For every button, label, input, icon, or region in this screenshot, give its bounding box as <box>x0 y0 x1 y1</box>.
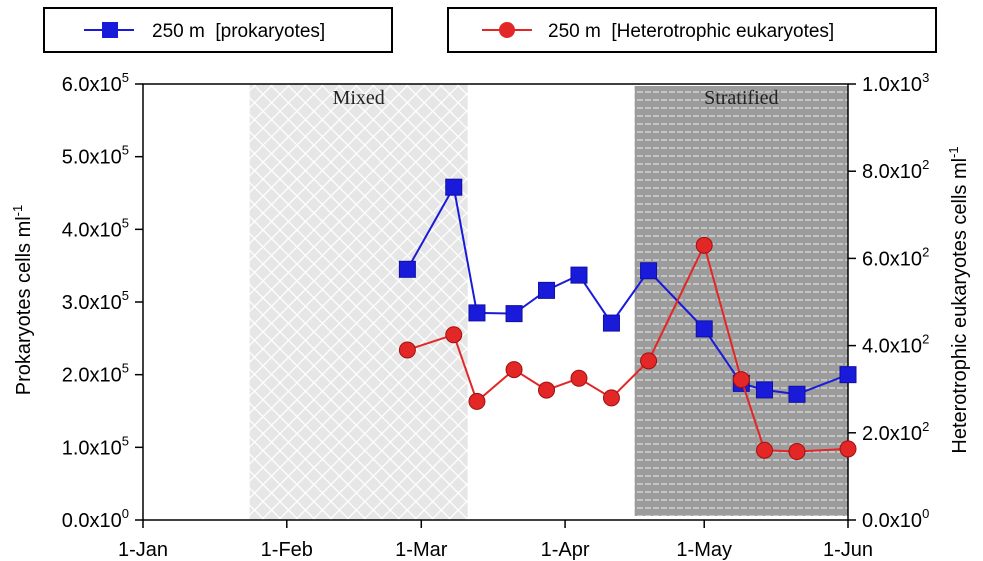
data-point-circle <box>505 361 523 379</box>
legend-marker-prokaryotes <box>102 22 118 38</box>
data-point-circle <box>602 389 620 407</box>
y-tick-label: 1.0x105 <box>62 433 129 459</box>
data-point-circle <box>468 392 486 410</box>
data-point-square <box>756 381 774 399</box>
data-point-square <box>602 314 620 332</box>
x-tick-label: 1-Jan <box>118 539 168 561</box>
data-point-square <box>538 281 556 299</box>
y-axis-left-title-text: Prokaryotes cells ml <box>13 216 35 395</box>
data-point-circle <box>398 341 416 359</box>
x-tick-label: 1-Jun <box>823 539 873 561</box>
data-point-circle <box>695 236 713 254</box>
period-label-mixed: Mixed <box>333 87 385 109</box>
y-tick-label: 3.0x105 <box>62 288 129 314</box>
data-point-square <box>398 260 416 278</box>
data-point-circle <box>640 352 658 370</box>
legend-item-prokaryotes: 250 m [prokaryotes] <box>43 7 393 53</box>
y-tick-label: 2.0x105 <box>62 361 129 387</box>
x-tick-label: 1-May <box>676 539 732 561</box>
data-point-circle <box>788 443 806 461</box>
legend-item-eukaryotes: 250 m [Heterotrophic eukaryotes] <box>447 7 937 53</box>
data-point-circle <box>538 381 556 399</box>
y-tick-label: 4.0x105 <box>62 215 129 241</box>
data-point-circle <box>839 440 857 458</box>
data-point-square <box>570 266 588 284</box>
legend-label-eukaryotes: 250 m [Heterotrophic eukaryotes] <box>548 21 834 42</box>
y2-tick-label: 2.0x102 <box>862 419 929 445</box>
data-point-square <box>695 320 713 338</box>
data-point-square <box>640 262 658 280</box>
y-tick-label: 6.0x105 <box>62 70 129 96</box>
series-layer <box>398 178 857 461</box>
data-point-circle <box>756 441 774 459</box>
y-axis-left-title-sup: -1 <box>10 205 25 217</box>
y-tick-label: 5.0x105 <box>62 143 129 169</box>
y2-tick-label: 4.0x102 <box>862 332 929 358</box>
data-point-circle <box>445 326 463 344</box>
data-point-square <box>505 305 523 323</box>
period-band-mixed <box>249 84 468 520</box>
data-point-square <box>839 366 857 384</box>
period-label-stratified: Stratified <box>704 87 778 109</box>
data-point-square <box>788 385 806 403</box>
y-axis-right-title-text: Heterotrophic eukaryotes cells ml <box>949 158 971 454</box>
x-axis: 1-Jan 1-Feb 1-Mar 1-Apr 1-May 1-Jun <box>118 520 873 561</box>
y-axis-right-title: Heterotrophic eukaryotes cells ml-1 <box>946 146 971 453</box>
y-axis-left: 0.0x100 1.0x105 2.0x105 3.0x105 4.0x105 5.0x1… <box>62 70 143 532</box>
y2-tick-label: 0.0x100 <box>862 506 929 532</box>
legend-marker-eukaryotes <box>499 22 515 38</box>
x-tick-label: 1-Mar <box>395 539 448 561</box>
y-axis-right-title-sup: -1 <box>946 146 961 158</box>
y-tick-label: 0.0x100 <box>62 506 129 532</box>
y2-tick-label: 1.0x103 <box>862 70 929 96</box>
data-point-circle <box>570 369 588 387</box>
legend-label-prokaryotes: 250 m [prokaryotes] <box>152 21 325 42</box>
period-band-stratified <box>634 86 848 516</box>
x-tick-label: 1-Feb <box>261 539 313 561</box>
data-point-square <box>468 304 486 322</box>
data-point-square <box>445 178 463 196</box>
data-point-circle <box>732 371 750 389</box>
x-tick-label: 1-Apr <box>541 539 590 561</box>
series-prokaryotes <box>398 178 857 403</box>
y-axis-left-title: Prokaryotes cells ml-1 <box>10 205 35 396</box>
period-stratified: Stratified <box>634 86 848 516</box>
series-eukaryotes <box>398 236 857 461</box>
y-axis-right: 0.0x100 2.0x102 4.0x102 6.0x102 8.0x102 1.0x1… <box>848 70 929 532</box>
y2-tick-label: 8.0x102 <box>862 157 929 183</box>
legend: 250 m [prokaryotes] 250 m [Heterotrophic… <box>43 7 937 53</box>
period-mixed: Mixed <box>249 84 468 520</box>
y2-tick-label: 6.0x102 <box>862 244 929 270</box>
